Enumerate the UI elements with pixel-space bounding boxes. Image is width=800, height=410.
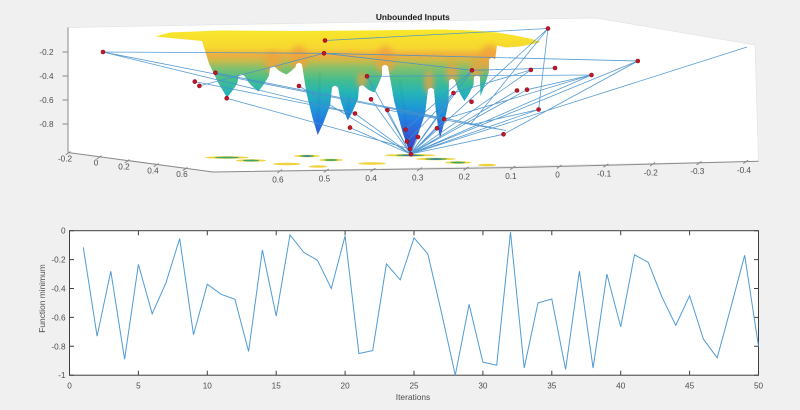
svg-text:-0.6: -0.6 bbox=[39, 96, 54, 105]
svg-text:Unbounded Inputs: Unbounded Inputs bbox=[376, 12, 450, 22]
svg-text:5: 5 bbox=[136, 382, 141, 391]
svg-text:-0.4: -0.4 bbox=[737, 166, 752, 175]
svg-text:0.2: 0.2 bbox=[459, 173, 471, 182]
svg-text:-0.2: -0.2 bbox=[51, 256, 66, 265]
svg-text:-0.6: -0.6 bbox=[51, 313, 66, 322]
svg-text:0: 0 bbox=[61, 227, 66, 236]
svg-text:-0.3: -0.3 bbox=[690, 167, 705, 176]
svg-text:-0.1: -0.1 bbox=[597, 170, 612, 179]
svg-text:-0.8: -0.8 bbox=[39, 120, 54, 129]
svg-text:30: 30 bbox=[478, 382, 488, 391]
svg-text:10: 10 bbox=[203, 382, 213, 391]
svg-text:0.4: 0.4 bbox=[147, 166, 159, 175]
svg-text:40: 40 bbox=[616, 382, 626, 391]
svg-text:-0.2: -0.2 bbox=[644, 168, 659, 177]
svg-text:-0.4: -0.4 bbox=[51, 285, 66, 294]
svg-text:0: 0 bbox=[555, 171, 560, 180]
svg-text:-0.2: -0.2 bbox=[39, 48, 54, 57]
svg-text:0: 0 bbox=[94, 159, 99, 168]
svg-text:Iterations: Iterations bbox=[396, 392, 430, 402]
svg-text:-1: -1 bbox=[58, 371, 66, 380]
svg-text:Function minimum: Function minimum bbox=[37, 264, 47, 332]
svg-text:0.2: 0.2 bbox=[118, 162, 130, 171]
svg-text:15: 15 bbox=[272, 382, 282, 391]
svg-text:35: 35 bbox=[547, 382, 557, 391]
svg-text:-0.2: -0.2 bbox=[58, 154, 73, 163]
svg-text:0.5: 0.5 bbox=[319, 175, 331, 184]
svg-text:50: 50 bbox=[754, 382, 764, 391]
svg-text:0.4: 0.4 bbox=[365, 174, 377, 183]
svg-text:-0.4: -0.4 bbox=[39, 72, 54, 81]
svg-text:20: 20 bbox=[341, 382, 351, 391]
svg-text:0.6: 0.6 bbox=[272, 175, 284, 184]
svg-text:-0.8: -0.8 bbox=[51, 342, 66, 351]
svg-text:45: 45 bbox=[685, 382, 695, 391]
svg-text:0.6: 0.6 bbox=[176, 170, 188, 179]
svg-text:25: 25 bbox=[409, 382, 419, 391]
svg-text:0.3: 0.3 bbox=[412, 173, 424, 182]
svg-text:0.1: 0.1 bbox=[505, 172, 517, 181]
svg-text:0: 0 bbox=[67, 382, 72, 391]
